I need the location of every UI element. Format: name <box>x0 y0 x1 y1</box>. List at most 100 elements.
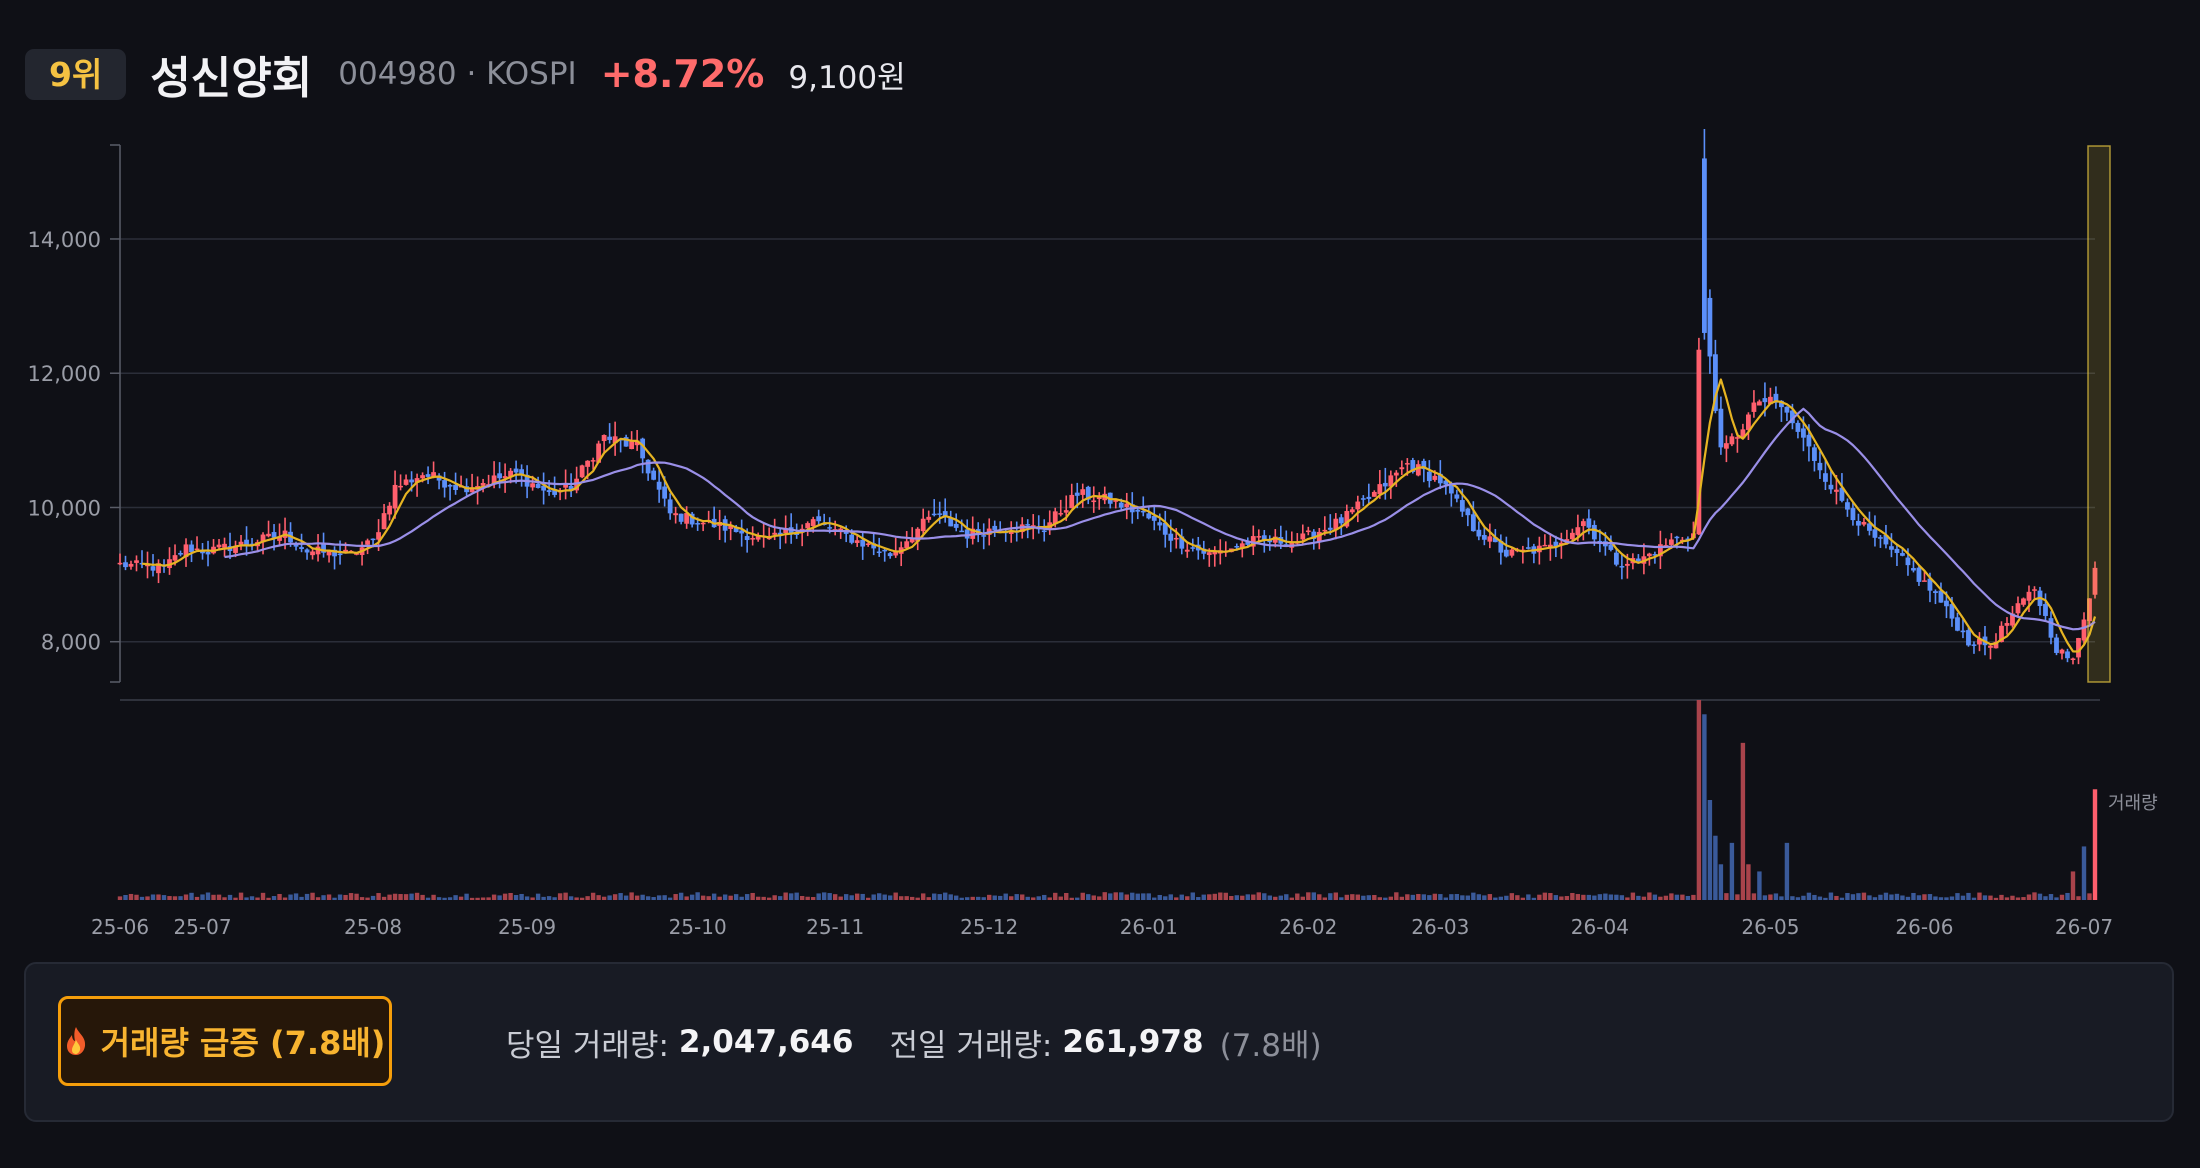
volume-bar <box>1630 892 1636 900</box>
candle-body <box>585 460 591 467</box>
candle-body <box>1652 554 1658 556</box>
volume-bar <box>1031 897 1036 900</box>
candle-body <box>535 483 541 488</box>
volume-bar <box>1724 893 1729 900</box>
candle-body <box>541 485 547 491</box>
volume-bar <box>497 895 502 900</box>
volume-bar <box>1251 894 1256 900</box>
volume-bar <box>2010 895 2015 900</box>
volume-bar <box>838 896 843 900</box>
candle-body <box>1157 522 1163 526</box>
candle-body <box>1124 503 1130 508</box>
candle-body <box>1245 542 1251 545</box>
volume-bar <box>1509 893 1515 900</box>
volume-bar <box>1916 895 1922 900</box>
candle-body <box>513 468 519 473</box>
candle-body <box>1261 535 1267 540</box>
volume-bar <box>442 897 447 900</box>
volume-bar <box>1113 892 1118 900</box>
volume-bar <box>612 894 618 900</box>
volume-bar <box>1273 896 1278 900</box>
volume-bar <box>1669 893 1674 900</box>
candle-body <box>700 522 706 525</box>
candle-body <box>772 532 778 535</box>
stock-name[interactable]: 성신양회 <box>150 53 313 104</box>
volume-bar <box>728 895 733 900</box>
volume-bar <box>2059 894 2065 900</box>
candle-body <box>1795 422 1801 432</box>
volume-bar <box>954 895 959 900</box>
volume-bar <box>750 892 755 900</box>
volume-bar <box>1751 893 1757 900</box>
volume-bar <box>695 892 700 900</box>
volume-bar <box>1190 892 1195 900</box>
candle-body <box>172 555 178 561</box>
volume-bar <box>744 894 750 900</box>
volume-bar <box>937 894 942 900</box>
volume-bar <box>194 896 200 900</box>
volume-bar <box>1922 894 1927 900</box>
candle-body <box>1393 472 1399 476</box>
candle-body <box>1063 510 1069 513</box>
candle-body <box>1311 531 1317 539</box>
volume-bar <box>1586 894 1592 900</box>
volume-bar <box>904 896 909 900</box>
volume-bar <box>1196 897 1201 900</box>
volume-bar <box>596 895 601 900</box>
volume-bar <box>1828 892 1834 900</box>
volume-bar <box>1982 895 1988 900</box>
latest-candle-highlight <box>2087 145 2111 683</box>
volume-bar <box>183 894 189 900</box>
candle-body <box>1443 480 1449 485</box>
volume-bars: 거래량 <box>117 700 2158 900</box>
volume-bar <box>1438 894 1443 900</box>
volume-bar <box>1157 894 1162 900</box>
volume-bar <box>524 896 530 900</box>
volume-bar <box>1427 895 1432 900</box>
volume-bar <box>1355 894 1361 900</box>
candle-body <box>1256 536 1262 538</box>
candle-body <box>865 543 871 546</box>
volume-bar <box>1405 894 1410 900</box>
volume-bar <box>1102 892 1107 900</box>
volume-surge-badge[interactable]: 거래량 급증 (7.8배) <box>58 996 392 1086</box>
volume-bar <box>1256 892 1261 900</box>
candle-body <box>590 460 596 462</box>
volume-bar <box>563 892 568 900</box>
volume-bar <box>1861 892 1867 900</box>
candle-body <box>678 513 684 522</box>
candle-body <box>568 485 574 492</box>
y-tick-label: 8,000 <box>41 631 101 655</box>
volume-bar <box>189 892 194 900</box>
candle-body <box>634 440 640 446</box>
volume-bar <box>1740 742 1746 900</box>
volume-bar <box>1476 894 1482 900</box>
candle-body <box>1190 547 1196 549</box>
volume-bar <box>238 892 244 900</box>
volume-bar <box>959 897 964 900</box>
volume-bar <box>1702 714 1707 900</box>
candle-body <box>260 534 266 543</box>
volume-bar <box>898 896 904 900</box>
volume-bar <box>1834 895 1839 900</box>
volume-bar <box>689 894 695 900</box>
candle-body <box>1575 527 1581 536</box>
candle-body <box>1437 473 1443 484</box>
volume-bar <box>1839 897 1845 900</box>
candle-body <box>953 523 959 528</box>
volume-bar <box>530 897 535 900</box>
volume-bar <box>2004 897 2010 900</box>
volume-bar <box>843 894 849 900</box>
candle-body <box>442 480 447 488</box>
candle-body <box>376 532 381 540</box>
volume-bar <box>1548 893 1553 900</box>
candle-body <box>1421 460 1427 470</box>
volume-bar <box>1542 892 1548 900</box>
volume-bar <box>2015 897 2021 900</box>
candle-body <box>1960 630 1966 633</box>
volume-bar <box>2081 846 2087 900</box>
volume-bar <box>1608 894 1614 900</box>
volume-bar <box>1498 896 1504 900</box>
volume-bar <box>1955 893 1960 900</box>
